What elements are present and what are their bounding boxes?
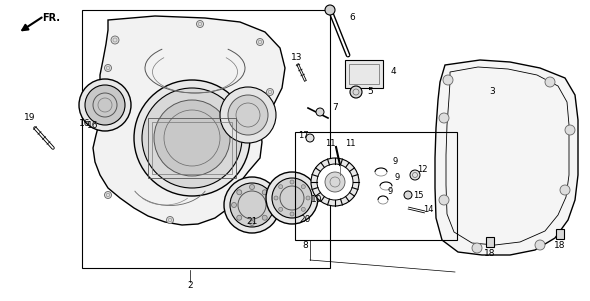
Circle shape	[262, 215, 267, 220]
Text: 12: 12	[417, 166, 427, 175]
Circle shape	[257, 39, 264, 45]
Text: 18: 18	[554, 241, 566, 250]
Circle shape	[306, 196, 310, 200]
Circle shape	[443, 75, 453, 85]
Text: 18: 18	[484, 250, 496, 259]
Circle shape	[278, 207, 283, 211]
Circle shape	[104, 191, 112, 198]
Text: 16: 16	[87, 120, 99, 129]
Circle shape	[410, 170, 420, 180]
Circle shape	[545, 77, 555, 87]
Circle shape	[196, 20, 204, 27]
Circle shape	[325, 5, 335, 15]
Text: 16: 16	[79, 119, 91, 128]
Text: 19: 19	[24, 113, 36, 123]
Text: 14: 14	[423, 206, 433, 215]
Text: 17: 17	[298, 131, 309, 139]
Circle shape	[237, 190, 242, 195]
Text: 11: 11	[345, 138, 355, 147]
Circle shape	[154, 100, 230, 176]
Circle shape	[311, 158, 359, 206]
Circle shape	[231, 203, 237, 207]
Text: 7: 7	[332, 103, 338, 111]
Circle shape	[111, 36, 119, 44]
Bar	[486, 237, 494, 247]
Circle shape	[274, 196, 278, 200]
Circle shape	[262, 190, 267, 195]
Circle shape	[85, 85, 125, 125]
Text: 21: 21	[246, 218, 258, 226]
Circle shape	[439, 195, 449, 205]
Circle shape	[250, 185, 254, 190]
Circle shape	[565, 125, 575, 135]
Circle shape	[560, 185, 570, 195]
Text: 5: 5	[367, 86, 373, 95]
Bar	[295, 132, 457, 240]
Circle shape	[142, 88, 242, 188]
Circle shape	[266, 172, 318, 224]
Text: 13: 13	[291, 54, 303, 63]
Circle shape	[224, 177, 280, 233]
Circle shape	[472, 243, 482, 253]
Text: 20: 20	[299, 216, 311, 225]
Circle shape	[306, 134, 314, 142]
Circle shape	[301, 207, 305, 211]
Text: 9: 9	[388, 188, 392, 197]
Circle shape	[241, 191, 248, 198]
Text: 10: 10	[312, 196, 323, 204]
Circle shape	[104, 64, 112, 72]
Text: 3: 3	[489, 88, 495, 97]
Polygon shape	[93, 16, 285, 225]
Circle shape	[439, 113, 449, 123]
Circle shape	[316, 108, 324, 116]
Text: 4: 4	[390, 67, 396, 76]
Text: 11: 11	[324, 138, 335, 147]
Circle shape	[79, 79, 131, 131]
Circle shape	[535, 240, 545, 250]
Circle shape	[317, 164, 353, 200]
Circle shape	[278, 185, 283, 189]
Text: 9: 9	[394, 172, 399, 182]
Bar	[148, 118, 236, 178]
Circle shape	[237, 215, 242, 220]
Text: 9: 9	[392, 157, 398, 166]
Circle shape	[350, 86, 362, 98]
Polygon shape	[435, 60, 578, 255]
Circle shape	[272, 178, 312, 218]
Circle shape	[404, 191, 412, 199]
Bar	[345, 60, 383, 88]
Bar	[349, 64, 379, 84]
Circle shape	[134, 80, 250, 196]
Circle shape	[166, 216, 173, 224]
Text: 8: 8	[302, 240, 308, 250]
Text: 2: 2	[187, 281, 193, 290]
Circle shape	[325, 172, 345, 192]
Text: 15: 15	[413, 191, 423, 200]
Text: 6: 6	[349, 14, 355, 23]
Text: FR.: FR.	[42, 13, 60, 23]
Circle shape	[301, 185, 305, 189]
Circle shape	[267, 203, 273, 207]
Circle shape	[220, 87, 276, 143]
Circle shape	[104, 107, 112, 113]
Circle shape	[230, 183, 274, 227]
Circle shape	[290, 212, 294, 216]
Bar	[556, 229, 564, 239]
Circle shape	[250, 221, 254, 225]
Bar	[82, 10, 330, 268]
Circle shape	[290, 180, 294, 184]
Circle shape	[228, 95, 268, 135]
Circle shape	[267, 88, 274, 95]
Bar	[152, 122, 232, 174]
